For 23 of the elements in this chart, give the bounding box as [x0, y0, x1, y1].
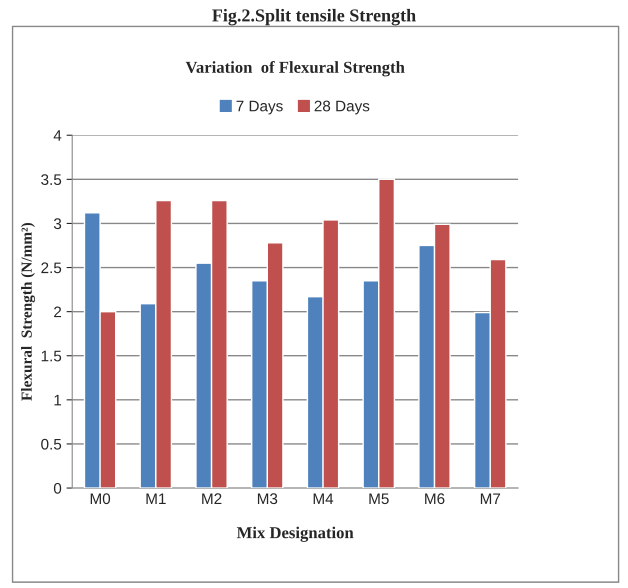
y-tick-label: 3.5 — [41, 174, 62, 186]
x-tick-label: M6 — [425, 493, 444, 504]
caption: Fig.2.Split tensile Strength — [212, 8, 416, 26]
x-tick-label: M5 — [369, 493, 389, 504]
y-tick-label: 3 — [54, 218, 62, 230]
y-tick-label: 0 — [54, 482, 62, 494]
y-tick-label: 2.5 — [41, 262, 62, 274]
y-tick-label: 1.5 — [42, 350, 62, 362]
x-tick-label: M3 — [258, 493, 278, 504]
legend-label: 7 Days — [236, 100, 283, 114]
legend-label: 28 Days — [314, 100, 370, 114]
x-tick-label: M1 — [146, 493, 166, 504]
y-tick-label: 4 — [54, 130, 62, 141]
x-axis-title: Mix Designation — [236, 526, 354, 542]
chart-title: Variation of Flexural Strength — [186, 61, 405, 76]
x-tick-label: M2 — [202, 493, 222, 504]
x-tick-label: M4 — [314, 493, 334, 504]
y-tick-label: 1 — [54, 394, 62, 406]
y-tick-label: 2 — [54, 306, 62, 318]
y-tick-label: 0.5 — [41, 438, 62, 450]
x-tick-label: M0 — [90, 493, 110, 504]
y-axis-title: Flexural Strength (N/mm²) — [21, 222, 36, 401]
x-tick-label: M7 — [480, 493, 500, 504]
